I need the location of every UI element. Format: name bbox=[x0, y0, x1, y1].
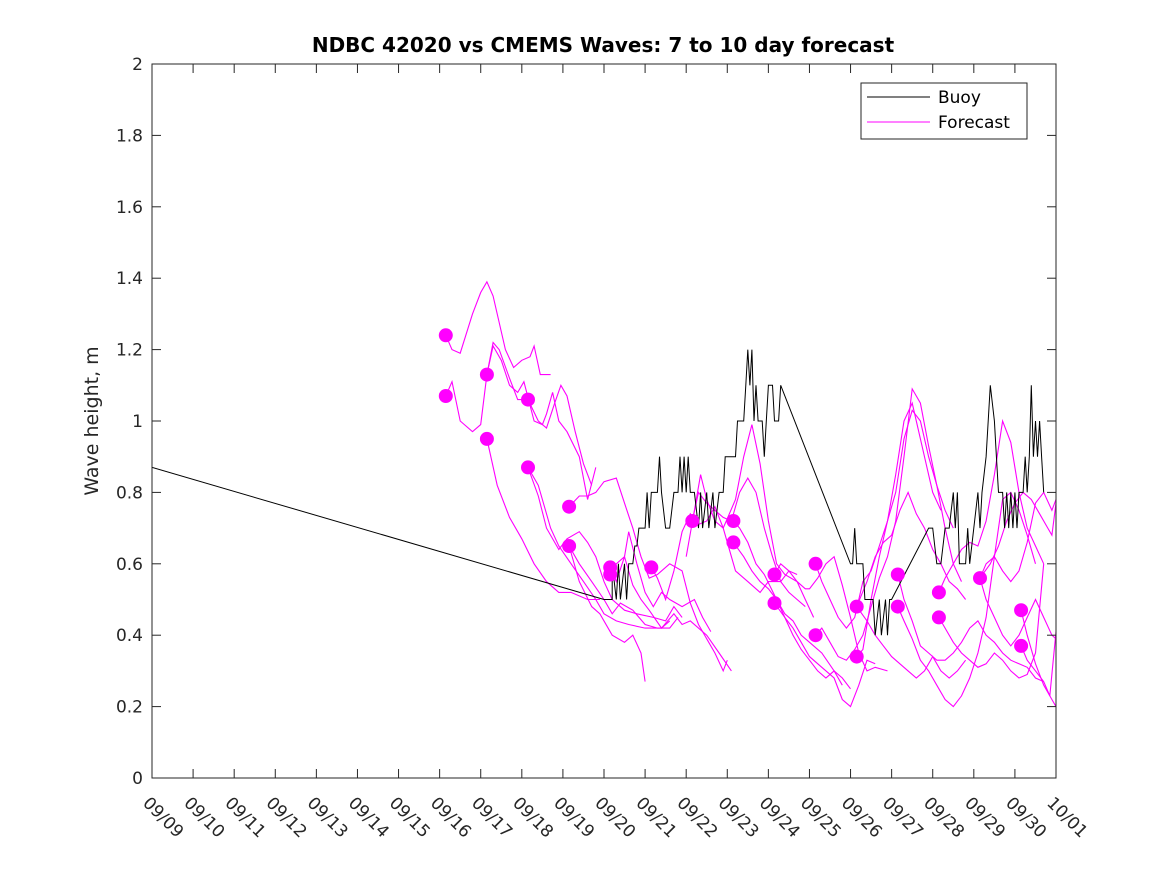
plot-area bbox=[152, 280, 1056, 708]
y-tick-label: 0.6 bbox=[116, 555, 143, 575]
forecast-start-point bbox=[1014, 638, 1029, 653]
forecast-start-point bbox=[931, 585, 946, 600]
forecast-start-point bbox=[479, 367, 494, 382]
x-tick-label: 09/18 bbox=[508, 793, 557, 842]
forecast-line-27 bbox=[979, 577, 1056, 647]
forecast-line-31 bbox=[1020, 631, 1056, 697]
forecast-start-point bbox=[562, 499, 577, 514]
forecast-start-point bbox=[644, 560, 659, 575]
y-axis-label: Wave height, m bbox=[81, 346, 103, 495]
forecast-line-2 bbox=[486, 344, 597, 500]
x-tick-label: 09/23 bbox=[714, 793, 763, 842]
y-tick-label: 1.6 bbox=[116, 198, 143, 218]
x-tick-label: 09/30 bbox=[1001, 793, 1050, 842]
forecast-line-15 bbox=[732, 542, 851, 690]
forecast-start-point bbox=[438, 328, 453, 343]
forecast-line-19 bbox=[815, 387, 954, 661]
x-tick-label: 09/24 bbox=[755, 793, 804, 842]
x-tick-label: 09/12 bbox=[262, 793, 311, 842]
forecast-start-point bbox=[603, 567, 618, 582]
y-tick-label: 2 bbox=[132, 55, 143, 75]
legend: Buoy Forecast bbox=[860, 82, 1028, 140]
buoy-line bbox=[152, 349, 1045, 636]
forecast-start-point bbox=[890, 599, 905, 614]
y-tick-label: 1.2 bbox=[116, 341, 143, 361]
forecast-line-6 bbox=[568, 477, 728, 673]
legend-forecast-label: Forecast bbox=[938, 113, 1010, 133]
forecast-line-3 bbox=[486, 438, 600, 601]
x-tick-label: 09/17 bbox=[467, 793, 516, 842]
forecast-start-point bbox=[521, 392, 535, 407]
y-axis: 0 0.2 0.4 0.6 0.8 1 1.2 1.4 1.6 1.8 2 bbox=[116, 55, 1056, 789]
forecast-start-point bbox=[479, 431, 494, 446]
y-tick-label: 0.8 bbox=[116, 483, 143, 503]
y-tick-label: 0.2 bbox=[116, 698, 143, 718]
legend-box bbox=[860, 82, 1028, 140]
forecast-line-5 bbox=[527, 467, 671, 629]
forecast-start-point bbox=[726, 514, 741, 528]
forecast-line-26 bbox=[938, 563, 1045, 679]
forecast-start-point bbox=[726, 535, 741, 550]
forecast-line-17 bbox=[774, 602, 876, 708]
forecast-line-7 bbox=[568, 545, 646, 682]
forecast-start-point bbox=[890, 567, 905, 582]
forecast-line-22 bbox=[856, 490, 967, 607]
forecast-start-point bbox=[849, 599, 864, 614]
forecast-start-point bbox=[767, 567, 782, 582]
forecast-line-23 bbox=[897, 574, 1044, 683]
forecast-start-point bbox=[767, 596, 782, 611]
x-tick-label: 09/22 bbox=[673, 793, 722, 842]
legend-buoy-label: Buoy bbox=[938, 88, 981, 108]
y-tick-label: 1 bbox=[132, 412, 143, 432]
x-tick-label: 09/16 bbox=[426, 793, 475, 842]
forecast-line-11 bbox=[650, 505, 798, 602]
forecast-line-30 bbox=[1020, 610, 1056, 707]
x-tick-label: 09/11 bbox=[221, 793, 270, 842]
x-tick-label: 09/09 bbox=[138, 793, 187, 842]
forecast-line-10 bbox=[609, 531, 712, 632]
x-tick-label: 09/28 bbox=[919, 793, 968, 842]
forecast-start-point bbox=[1014, 603, 1029, 618]
y-tick-label: 0 bbox=[132, 769, 143, 789]
forecast-line-16 bbox=[774, 555, 888, 672]
x-tick-label: 09/20 bbox=[590, 793, 639, 842]
forecast-line-24 bbox=[897, 491, 1037, 708]
forecast-line-0 bbox=[445, 280, 551, 376]
y-tick-label: 1.8 bbox=[116, 126, 143, 146]
x-tick-label: 09/14 bbox=[344, 793, 393, 842]
y-tick-label: 1.4 bbox=[116, 269, 143, 289]
forecast-start-point bbox=[808, 628, 823, 643]
forecast-line-12 bbox=[691, 476, 806, 608]
forecast-line-21 bbox=[856, 401, 942, 657]
x-tick-label: 09/19 bbox=[549, 793, 598, 842]
forecast-start-point bbox=[808, 556, 823, 571]
y-tick-label: 0.4 bbox=[116, 626, 143, 646]
x-tick-label: 09/13 bbox=[303, 793, 352, 842]
forecast-line-13 bbox=[685, 424, 815, 618]
x-tick-label: 09/15 bbox=[385, 793, 434, 842]
x-tick-label: 09/25 bbox=[796, 793, 845, 842]
forecast-start-point bbox=[438, 389, 453, 403]
forecast-start-point bbox=[849, 649, 864, 664]
forecast-line-1 bbox=[445, 341, 593, 486]
x-tick-label: 09/21 bbox=[632, 793, 681, 842]
forecast-start-point bbox=[931, 610, 946, 625]
forecast-line-14 bbox=[732, 520, 843, 686]
forecast-line-20 bbox=[856, 606, 967, 679]
forecast-start-point bbox=[973, 571, 987, 586]
x-tick-label: 10/01 bbox=[1042, 793, 1091, 842]
forecast-start-point bbox=[685, 514, 700, 528]
forecast-start-point bbox=[521, 460, 535, 475]
forecast-line-25 bbox=[938, 418, 1045, 593]
x-axis: 09/0909/1009/1109/1209/1309/1409/1509/16… bbox=[138, 64, 1091, 842]
x-tick-label: 09/27 bbox=[878, 793, 927, 842]
x-tick-label: 09/10 bbox=[180, 793, 229, 842]
x-tick-label: 09/29 bbox=[960, 793, 1009, 842]
forecast-start-point bbox=[562, 539, 577, 553]
forecast-line-4 bbox=[527, 467, 683, 622]
forecast-line-28 bbox=[979, 491, 1056, 583]
x-tick-label: 09/26 bbox=[837, 793, 886, 842]
chart-title: NDBC 42020 vs CMEMS Waves: 7 to 10 day f… bbox=[312, 33, 895, 57]
